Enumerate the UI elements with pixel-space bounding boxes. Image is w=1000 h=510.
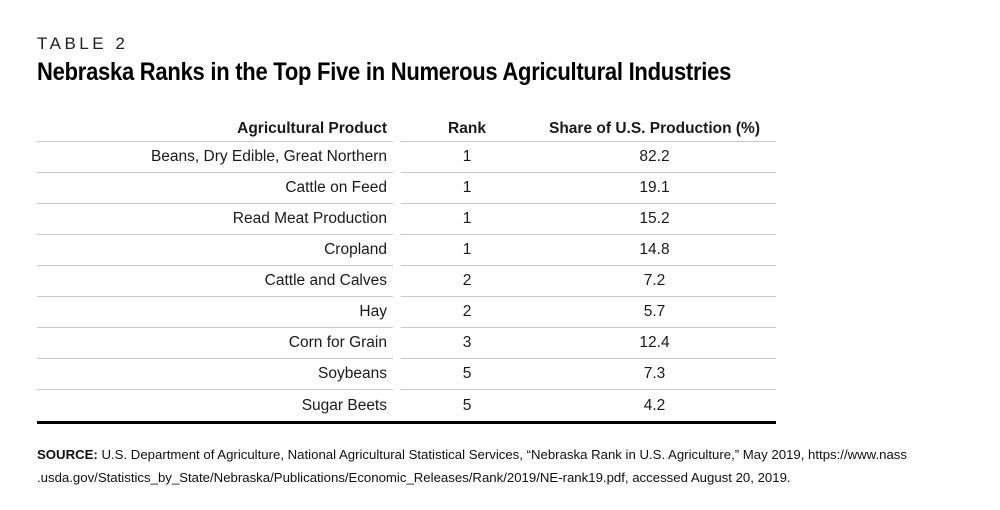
table-label: TABLE 2	[37, 34, 129, 53]
column-gap	[393, 142, 401, 173]
column-header-rank: Rank	[448, 119, 486, 137]
rank-cell: 2	[462, 272, 472, 289]
table-row: Corn for Grain 3 12.4	[37, 328, 776, 359]
product-cell: Read Meat Production	[37, 204, 393, 235]
column-gap	[393, 328, 401, 359]
product-cell: Hay	[37, 297, 393, 328]
product-cell: Sugar Beets	[301, 396, 387, 414]
rank-cell: 1	[462, 179, 472, 196]
share-cell: 7.2	[643, 272, 666, 289]
row-right-section: 1 19.1	[401, 173, 776, 204]
rank-cell: 1	[462, 210, 472, 227]
column-gap	[393, 204, 401, 235]
share-cell: 14.8	[639, 241, 670, 258]
column-header-product: Agricultural Product	[37, 116, 393, 142]
product-cell: Soybeans	[37, 359, 393, 390]
product-cell: Cattle and Calves	[37, 266, 393, 297]
source-text-2: .usda.gov/Statistics_by_State/Nebraska/P…	[37, 470, 791, 485]
table-row: Sugar Beets 5 4.2	[37, 390, 776, 421]
table-row: Hay 2 5.7	[37, 297, 776, 328]
rank-cell: 1	[462, 148, 472, 165]
table-row: Cattle on Feed 1 19.1	[37, 173, 776, 204]
page-title: Nebraska Ranks in the Top Five in Numero…	[37, 58, 732, 86]
row-right-section: 1 15.2	[401, 204, 776, 235]
column-gap	[393, 390, 401, 421]
row-right-section: 1 82.2	[401, 142, 776, 173]
table-row: Soybeans 5 7.3	[37, 359, 776, 390]
table-header-row: Agricultural Product Rank Share of U.S. …	[37, 116, 776, 142]
rank-cell: 3	[462, 334, 472, 351]
product-cell: Corn for Grain	[37, 328, 393, 359]
rank-cell: 2	[462, 303, 472, 320]
rank-cell: 1	[462, 241, 472, 258]
row-right-section: 1 14.8	[401, 235, 776, 266]
source-label: SOURCE:	[37, 447, 98, 462]
column-gap	[393, 173, 401, 204]
column-gap	[393, 116, 401, 142]
share-cell: 5.7	[643, 303, 666, 320]
column-gap	[393, 235, 401, 266]
source-note: SOURCE: U.S. Department of Agriculture, …	[37, 443, 987, 489]
source-text-1: U.S. Department of Agriculture, National…	[101, 447, 907, 462]
agricultural-rank-table: Agricultural Product Rank Share of U.S. …	[37, 116, 776, 424]
share-cell: 4.2	[643, 396, 666, 414]
share-cell: 19.1	[639, 179, 670, 196]
table-row: Beans, Dry Edible, Great Northern 1 82.2	[37, 142, 776, 173]
row-right-section: 2 5.7	[401, 297, 776, 328]
row-right-section: 5 4.2	[401, 390, 776, 421]
column-gap	[393, 266, 401, 297]
product-cell: Beans, Dry Edible, Great Northern	[37, 142, 393, 173]
share-cell: 15.2	[639, 210, 670, 227]
share-cell: 82.2	[639, 148, 670, 165]
table-row: Cattle and Calves 2 7.2	[37, 266, 776, 297]
rank-cell: 5	[462, 365, 472, 382]
share-cell: 7.3	[643, 365, 666, 382]
row-right-section: 2 7.2	[401, 266, 776, 297]
share-cell: 12.4	[639, 334, 670, 351]
source-line-1: SOURCE: U.S. Department of Agriculture, …	[37, 443, 987, 466]
product-cell: Cattle on Feed	[37, 173, 393, 204]
table-row: Cropland 1 14.8	[37, 235, 776, 266]
row-right-section: 5 7.3	[401, 359, 776, 390]
product-cell: Cropland	[37, 235, 393, 266]
rank-cell: 5	[462, 396, 472, 414]
column-gap	[393, 297, 401, 328]
column-gap	[393, 359, 401, 390]
header-right-section: Rank Share of U.S. Production (%)	[401, 116, 776, 142]
column-header-share: Share of U.S. Production (%)	[549, 119, 760, 137]
row-right-section: 3 12.4	[401, 328, 776, 359]
table-body: Beans, Dry Edible, Great Northern 1 82.2…	[37, 142, 776, 421]
table-row: Read Meat Production 1 15.2	[37, 204, 776, 235]
